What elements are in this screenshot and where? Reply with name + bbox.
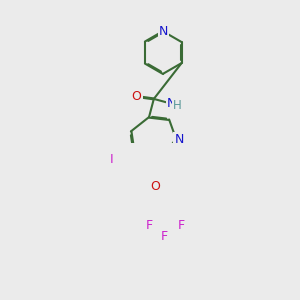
Text: F: F [161,230,168,243]
Text: O: O [132,90,142,103]
Text: I: I [110,153,114,166]
Text: N: N [167,97,176,110]
Text: O: O [150,180,160,193]
Text: N: N [175,133,184,146]
Text: N: N [159,25,168,38]
Text: F: F [146,219,153,232]
Text: H: H [173,99,182,112]
Text: F: F [178,219,184,232]
